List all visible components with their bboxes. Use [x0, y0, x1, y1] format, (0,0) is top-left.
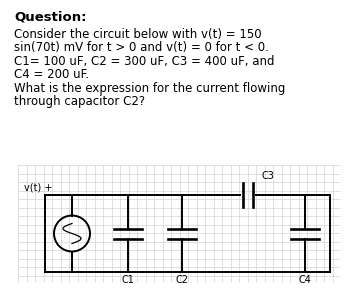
Text: C4 = 200 uF.: C4 = 200 uF.: [14, 69, 89, 82]
Text: Consider the circuit below with v(t) = 150: Consider the circuit below with v(t) = 1…: [14, 28, 262, 41]
Text: C1= 100 uF, C2 = 300 uF, C3 = 400 uF, and: C1= 100 uF, C2 = 300 uF, C3 = 400 uF, an…: [14, 55, 274, 68]
Text: through capacitor C2?: through capacitor C2?: [14, 96, 145, 109]
Text: C1: C1: [121, 275, 134, 285]
Text: What is the expression for the current flowing: What is the expression for the current f…: [14, 82, 285, 95]
Text: sin(70t) mV for t > 0 and v(t) = 0 for t < 0.: sin(70t) mV for t > 0 and v(t) = 0 for t…: [14, 41, 269, 54]
Text: C3: C3: [262, 171, 275, 181]
Text: v(t) +: v(t) +: [24, 183, 52, 193]
Text: Question:: Question:: [14, 10, 86, 23]
Text: C4: C4: [299, 275, 312, 285]
Text: C2: C2: [175, 275, 189, 285]
